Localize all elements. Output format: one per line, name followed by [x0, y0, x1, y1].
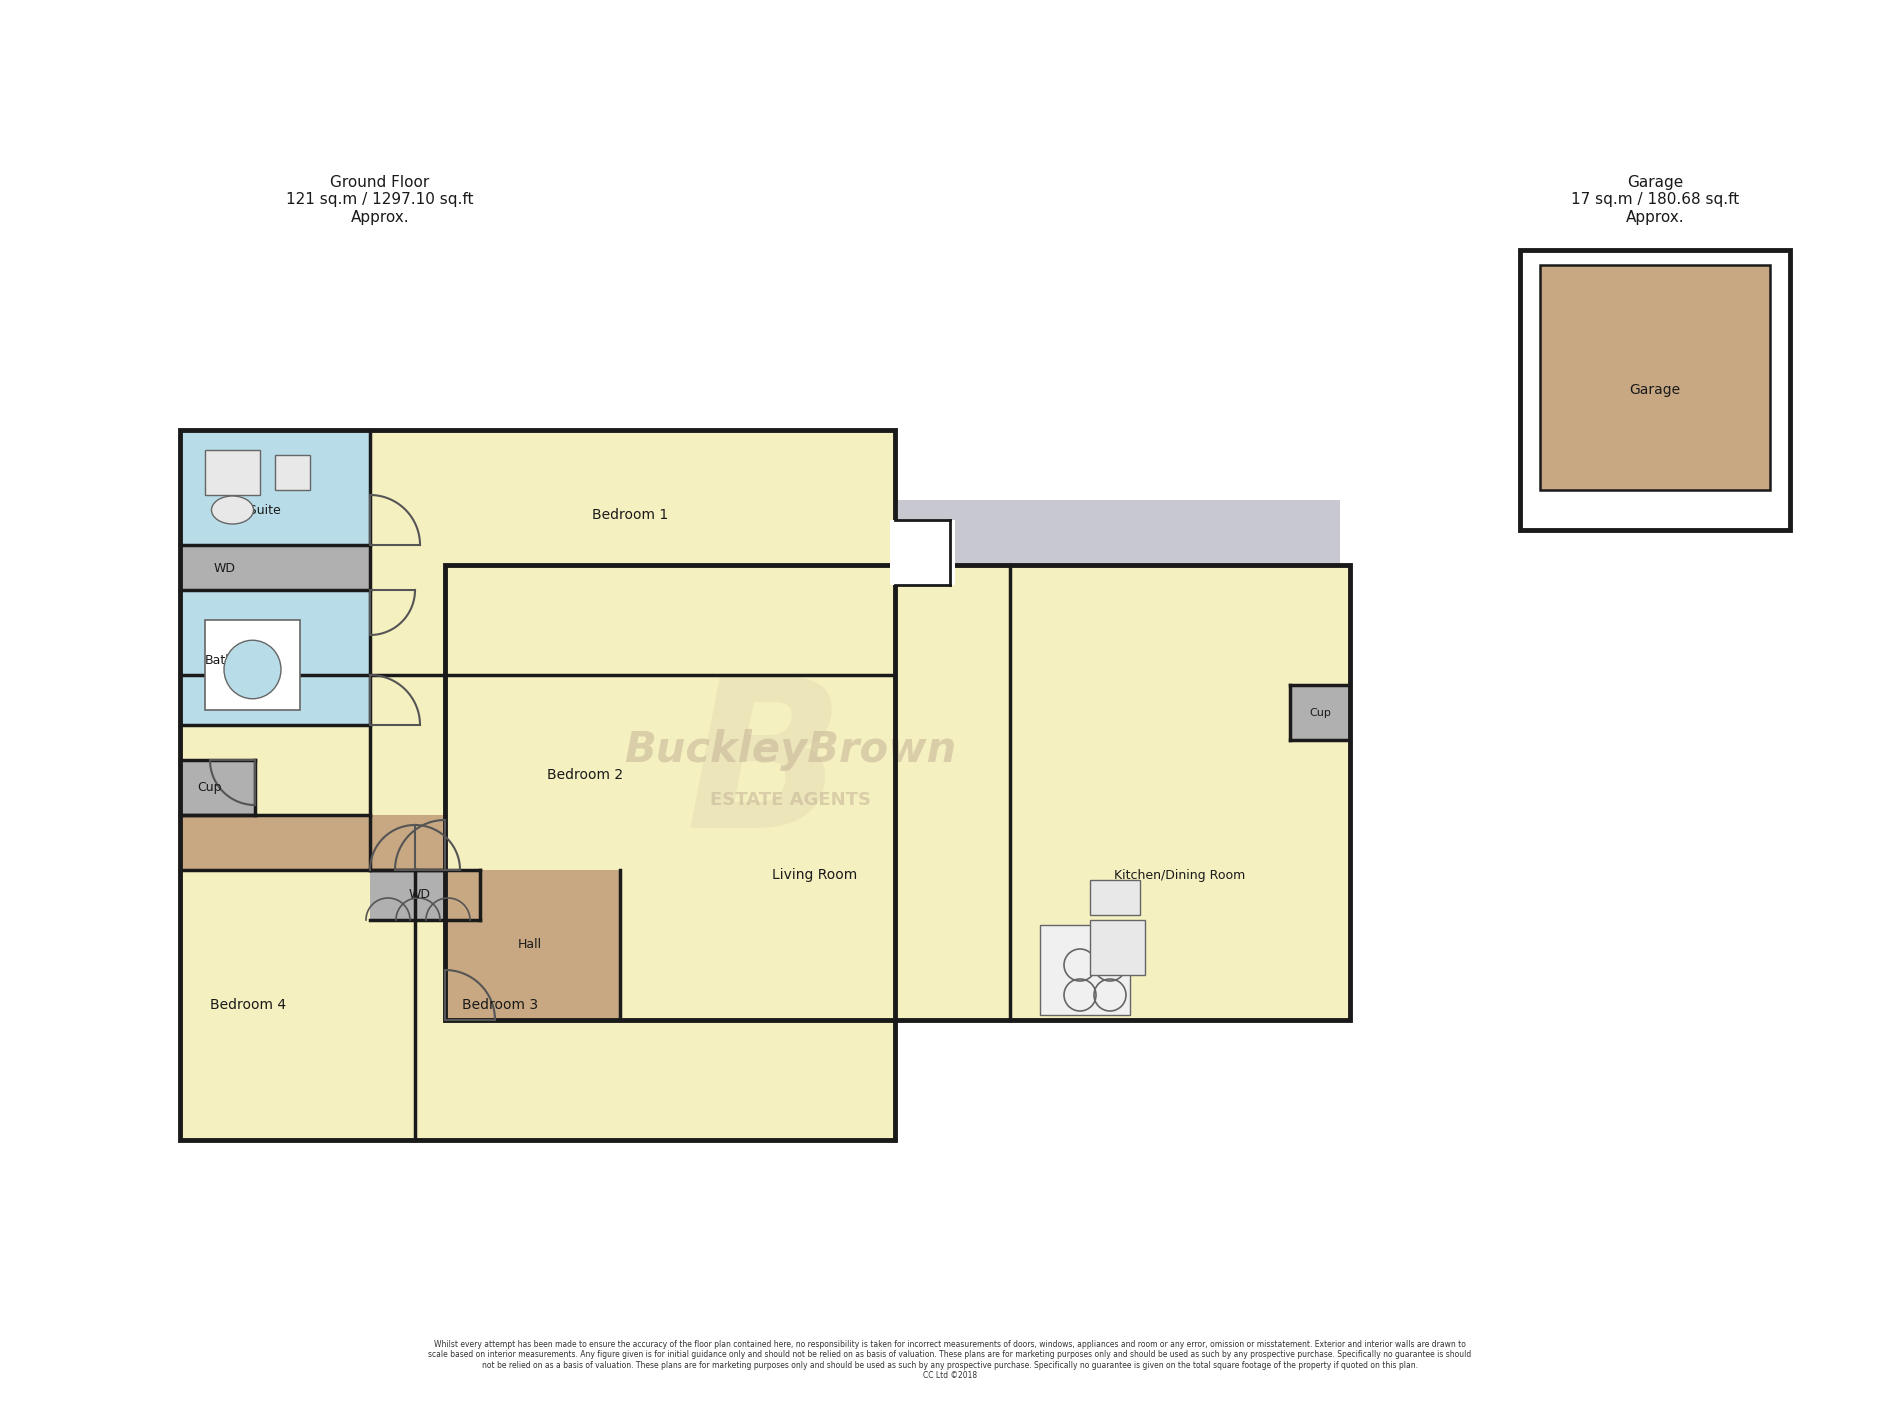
Text: Bedroom 2: Bedroom 2 [547, 768, 623, 782]
Bar [429, 500, 1340, 891]
Bar [445, 871, 619, 1020]
Text: Kitchen/Dining Room: Kitchen/Dining Room [1115, 868, 1246, 882]
Bar [180, 815, 445, 871]
Bar [180, 430, 370, 544]
Text: Bedroom 1: Bedroom 1 [593, 507, 669, 522]
Text: B: B [686, 668, 844, 871]
Ellipse shape [211, 496, 253, 524]
Text: Cup: Cup [198, 781, 222, 794]
Text: ESTATE AGENTS: ESTATE AGENTS [709, 791, 870, 809]
Ellipse shape [224, 640, 281, 698]
Text: En Suite: En Suite [230, 503, 281, 516]
Text: Garage: Garage [1630, 383, 1682, 398]
Bar [205, 450, 260, 494]
Text: Garage
17 sq.m / 180.68 sq.ft
Approx.: Garage 17 sq.m / 180.68 sq.ft Approx. [1571, 175, 1738, 225]
Bar [180, 430, 895, 1140]
Bar [1091, 881, 1140, 915]
Bar [445, 564, 1351, 1020]
Text: Whilst every attempt has been made to ensure the accuracy of the floor plan cont: Whilst every attempt has been made to en… [428, 1340, 1472, 1379]
Text: WD: WD [408, 889, 431, 902]
Text: WD: WD [215, 561, 236, 574]
Bar [1091, 921, 1146, 975]
Bar [180, 760, 255, 815]
Text: BuckleyBrown: BuckleyBrown [623, 730, 956, 771]
Bar [1520, 249, 1790, 530]
Text: Cup: Cup [1309, 708, 1330, 718]
Bar [180, 430, 895, 1140]
Bar [1290, 685, 1351, 740]
Text: Bedroom 3: Bedroom 3 [462, 997, 538, 1012]
Bar [370, 871, 481, 921]
Bar [889, 520, 956, 586]
Text: Bedroom 4: Bedroom 4 [209, 997, 287, 1012]
Bar [180, 544, 370, 590]
Text: Ground Floor
121 sq.m / 1297.10 sq.ft
Approx.: Ground Floor 121 sq.m / 1297.10 sq.ft Ap… [287, 175, 473, 225]
Bar [1541, 265, 1771, 490]
Bar [1039, 925, 1130, 1015]
Bar [1541, 265, 1771, 490]
Text: Hall: Hall [519, 939, 542, 952]
Text: Living Room: Living Room [773, 868, 857, 882]
Bar [276, 455, 310, 490]
Text: Bathroom: Bathroom [205, 654, 266, 667]
Bar [205, 620, 300, 710]
Bar [445, 564, 1351, 1020]
Bar [180, 590, 370, 725]
